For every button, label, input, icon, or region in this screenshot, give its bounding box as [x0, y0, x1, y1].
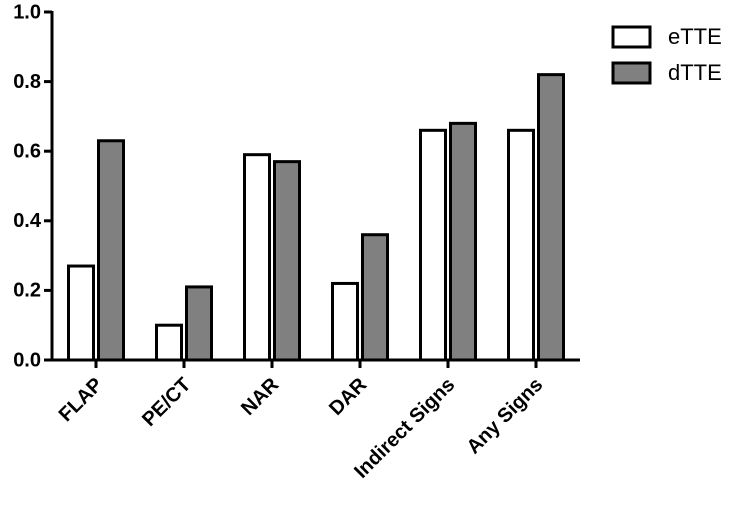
y-tick-label: 0.8 [13, 71, 41, 93]
bar [537, 73, 565, 362]
legend-label: eTTE [668, 24, 722, 49]
x-tick-label: Any Signs [463, 374, 548, 459]
bar [419, 128, 447, 362]
bar [449, 121, 477, 362]
x-tick-label: DAR [325, 373, 372, 420]
legend-swatch [611, 61, 652, 85]
y-tick-label: 0.0 [13, 349, 41, 371]
legend-swatch [611, 25, 652, 49]
legend-label: dTTE [668, 60, 722, 85]
bar [361, 233, 389, 362]
bar [331, 281, 359, 362]
bar [243, 153, 271, 362]
x-tick-label: PE/CT [138, 374, 195, 431]
x-tick-label: FLAP [55, 374, 107, 426]
y-tick-label: 0.2 [13, 280, 41, 302]
bar [155, 323, 183, 362]
bar [185, 285, 213, 362]
y-tick-label: 0.4 [13, 210, 42, 232]
bar [67, 264, 95, 362]
y-tick-label: 0.6 [13, 140, 41, 162]
y-tick-label: 1.0 [13, 1, 41, 23]
x-tick-label: NAR [237, 373, 284, 420]
bar [273, 160, 301, 362]
bar [507, 128, 535, 362]
bar [97, 139, 125, 362]
